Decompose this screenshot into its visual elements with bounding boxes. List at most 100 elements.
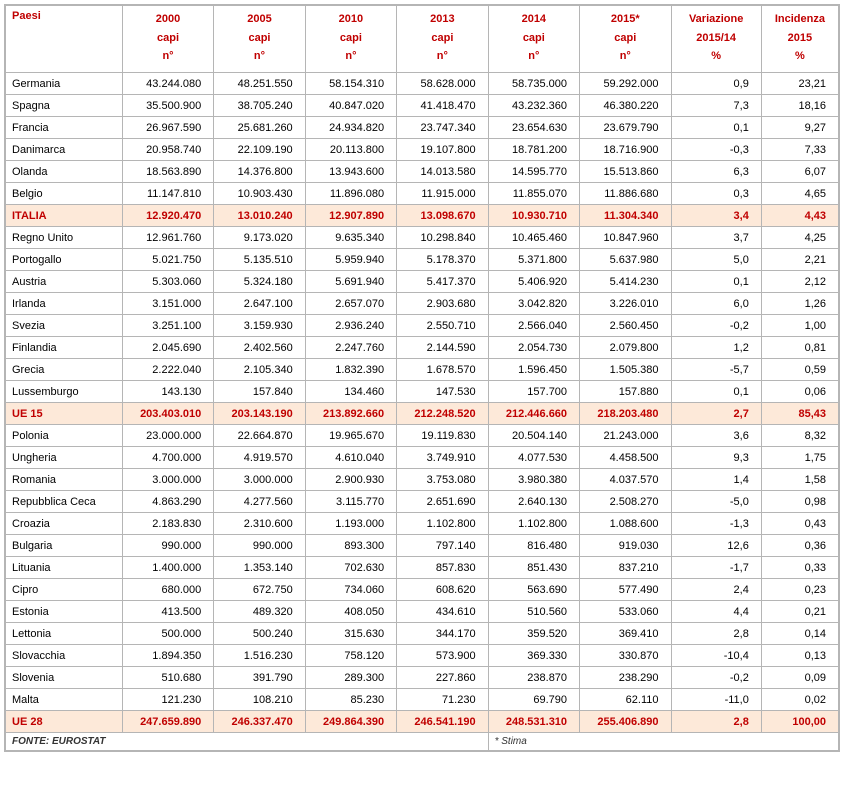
value-cell: 59.292.000 — [580, 73, 671, 95]
value-cell: 577.490 — [580, 579, 671, 601]
value-cell: 2,8 — [671, 711, 761, 733]
value-cell: 10.903.430 — [214, 183, 305, 205]
value-cell: 2.550.710 — [397, 315, 488, 337]
value-cell: 3.226.010 — [580, 293, 671, 315]
value-cell: 3,6 — [671, 425, 761, 447]
value-cell: 2.651.690 — [397, 491, 488, 513]
country-name: Austria — [6, 271, 123, 293]
value-cell: 58.628.000 — [397, 73, 488, 95]
country-name: ITALIA — [6, 205, 123, 227]
value-cell: 10.465.460 — [488, 227, 579, 249]
value-cell: 41.418.470 — [397, 95, 488, 117]
value-cell: -1,3 — [671, 513, 761, 535]
value-cell: 12.920.470 — [122, 205, 213, 227]
value-cell: 1.894.350 — [122, 645, 213, 667]
value-cell: 289.300 — [305, 667, 396, 689]
value-cell: 227.860 — [397, 667, 488, 689]
value-cell: 1.516.230 — [214, 645, 305, 667]
value-cell: 46.380.220 — [580, 95, 671, 117]
value-cell: 11.915.000 — [397, 183, 488, 205]
value-cell: 13.010.240 — [214, 205, 305, 227]
value-cell: 7,33 — [761, 139, 838, 161]
country-name: Bulgaria — [6, 535, 123, 557]
value-cell: 2.657.070 — [305, 293, 396, 315]
value-cell: 249.864.390 — [305, 711, 396, 733]
country-name: Spagna — [6, 95, 123, 117]
value-cell: 121.230 — [122, 689, 213, 711]
table-row: Regno Unito12.961.7609.173.0209.635.3401… — [6, 227, 839, 249]
value-cell: 851.430 — [488, 557, 579, 579]
value-cell: 5,0 — [671, 249, 761, 271]
value-cell: 4.037.570 — [580, 469, 671, 491]
value-cell: 2,8 — [671, 623, 761, 645]
value-cell: 18.781.200 — [488, 139, 579, 161]
value-cell: 500.240 — [214, 623, 305, 645]
country-name: Svezia — [6, 315, 123, 337]
country-name: Slovenia — [6, 667, 123, 689]
value-cell: 43.244.080 — [122, 73, 213, 95]
country-name: Slovacchia — [6, 645, 123, 667]
country-name: Romania — [6, 469, 123, 491]
value-cell: 734.060 — [305, 579, 396, 601]
country-name: Danimarca — [6, 139, 123, 161]
value-cell: 23.747.340 — [397, 117, 488, 139]
value-cell: 3.753.080 — [397, 469, 488, 491]
table-row: Austria5.303.0605.324.1805.691.9405.417.… — [6, 271, 839, 293]
value-cell: 212.446.660 — [488, 403, 579, 425]
value-cell: 1.400.000 — [122, 557, 213, 579]
value-cell: 0,98 — [761, 491, 838, 513]
value-cell: 246.541.190 — [397, 711, 488, 733]
value-cell: 1.088.600 — [580, 513, 671, 535]
value-cell: 0,9 — [671, 73, 761, 95]
header-2010: 2010capin° — [305, 6, 396, 73]
value-cell: 2.640.130 — [488, 491, 579, 513]
value-cell: 2.647.100 — [214, 293, 305, 315]
country-name: Irlanda — [6, 293, 123, 315]
value-cell: 4.863.290 — [122, 491, 213, 513]
country-name: Lituania — [6, 557, 123, 579]
value-cell: 2.900.930 — [305, 469, 396, 491]
table-row: Belgio11.147.81010.903.43011.896.08011.9… — [6, 183, 839, 205]
country-name: Malta — [6, 689, 123, 711]
country-name: Belgio — [6, 183, 123, 205]
header-paesi: Paesi — [6, 6, 123, 73]
value-cell: 22.664.870 — [214, 425, 305, 447]
value-cell: 11.896.080 — [305, 183, 396, 205]
value-cell: -1,7 — [671, 557, 761, 579]
value-cell: 23.679.790 — [580, 117, 671, 139]
value-cell: 1.596.450 — [488, 359, 579, 381]
value-cell: 0,59 — [761, 359, 838, 381]
value-cell: 19.119.830 — [397, 425, 488, 447]
value-cell: 43.232.360 — [488, 95, 579, 117]
table-row: Slovacchia1.894.3501.516.230758.120573.9… — [6, 645, 839, 667]
value-cell: 1.678.570 — [397, 359, 488, 381]
country-name: Grecia — [6, 359, 123, 381]
table-row: Finlandia2.045.6902.402.5602.247.7602.14… — [6, 337, 839, 359]
value-cell: 255.406.890 — [580, 711, 671, 733]
value-cell: 212.248.520 — [397, 403, 488, 425]
country-name: Cipro — [6, 579, 123, 601]
value-cell: 2.903.680 — [397, 293, 488, 315]
value-cell: 533.060 — [580, 601, 671, 623]
table-row: Croazia2.183.8302.310.6001.193.0001.102.… — [6, 513, 839, 535]
value-cell: 1.102.800 — [397, 513, 488, 535]
value-cell: 1.832.390 — [305, 359, 396, 381]
value-cell: 20.113.800 — [305, 139, 396, 161]
table-row: Svezia3.251.1003.159.9302.936.2402.550.7… — [6, 315, 839, 337]
table-row: Lettonia500.000500.240315.630344.170359.… — [6, 623, 839, 645]
country-name: Olanda — [6, 161, 123, 183]
value-cell: 5.021.750 — [122, 249, 213, 271]
table-row: Grecia2.222.0402.105.3401.832.3901.678.5… — [6, 359, 839, 381]
value-cell: 9,3 — [671, 447, 761, 469]
country-name: Estonia — [6, 601, 123, 623]
table-row: Lussemburgo143.130157.840134.460147.5301… — [6, 381, 839, 403]
value-cell: 10.298.840 — [397, 227, 488, 249]
value-cell: 391.790 — [214, 667, 305, 689]
table-row: UE 28247.659.890246.337.470249.864.39024… — [6, 711, 839, 733]
value-cell: 15.513.860 — [580, 161, 671, 183]
value-cell: 4.919.570 — [214, 447, 305, 469]
country-name: Croazia — [6, 513, 123, 535]
value-cell: 5.178.370 — [397, 249, 488, 271]
country-name: Portogallo — [6, 249, 123, 271]
value-cell: 12.961.760 — [122, 227, 213, 249]
